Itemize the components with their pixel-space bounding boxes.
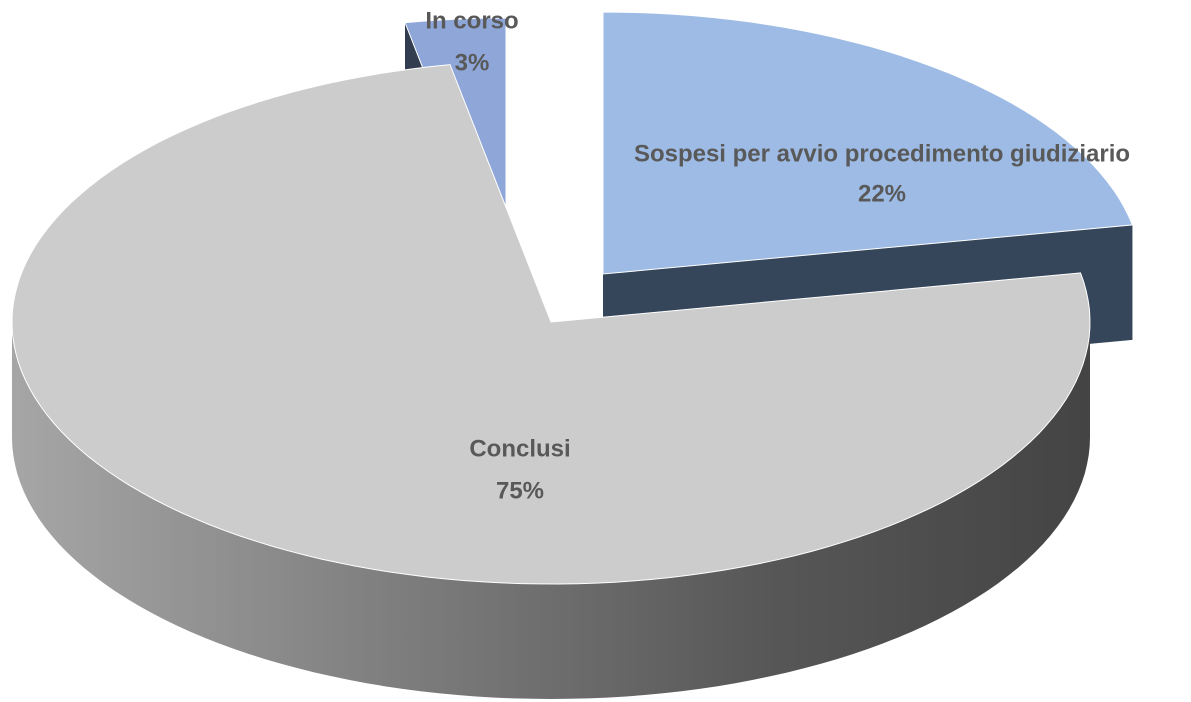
slice-value-label: 22%: [858, 180, 906, 207]
slice-label: In corso: [425, 7, 518, 34]
slice: [602, 11, 1134, 275]
slice-side: [12, 322, 1090, 699]
slice-label: Conclusi: [469, 435, 570, 462]
slice-value-label: 3%: [455, 49, 490, 76]
slice-value-label: 75%: [496, 477, 544, 504]
slice: [11, 64, 1091, 585]
slice-label: Sospesi per avvio procedimento giudiziar…: [634, 140, 1130, 167]
